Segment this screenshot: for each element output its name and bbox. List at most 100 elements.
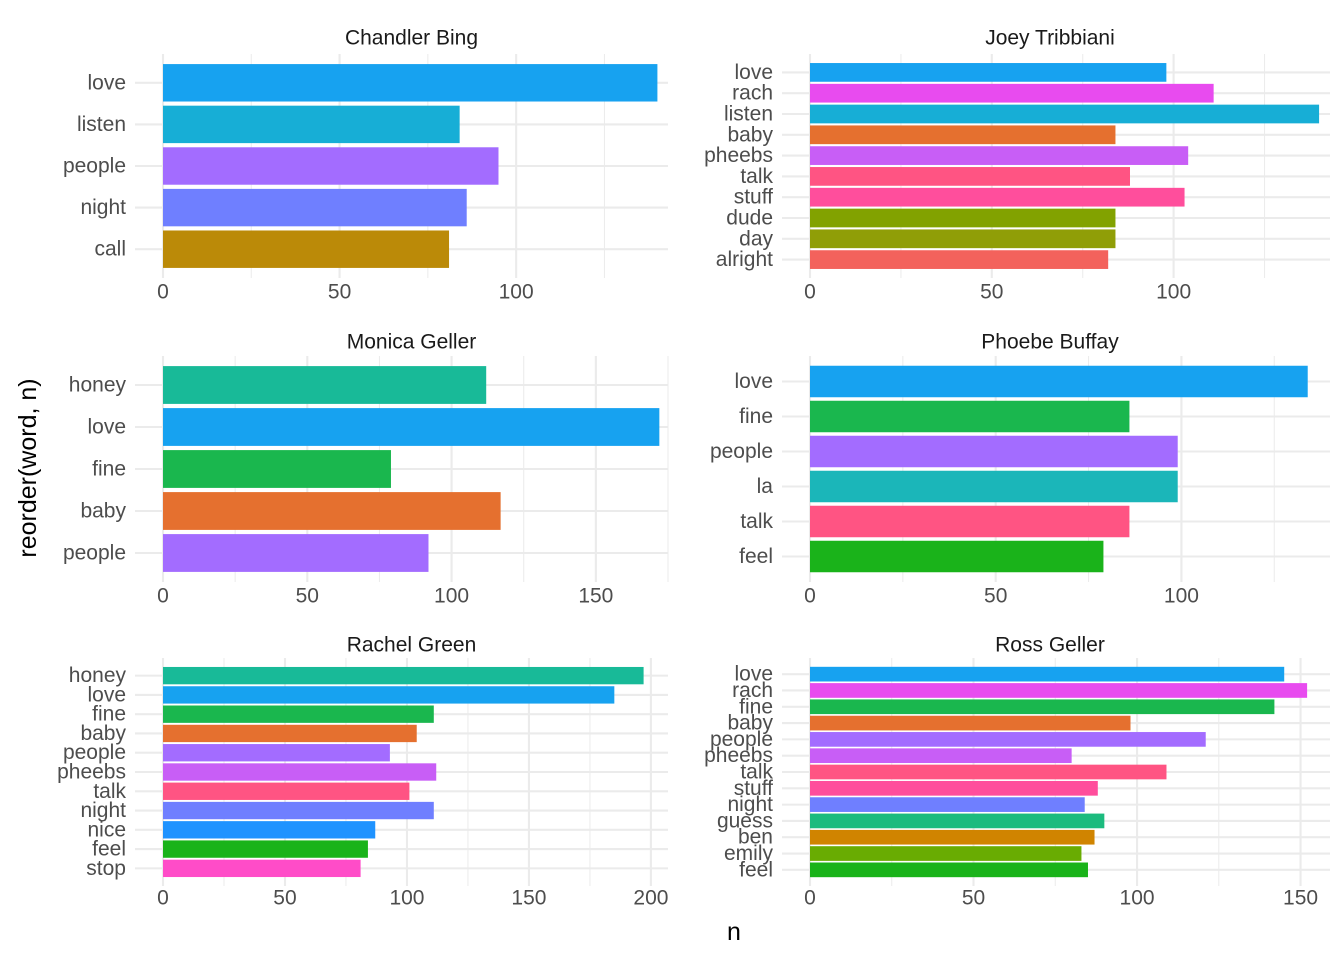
x-tick-label: 100 (1156, 281, 1191, 304)
x-axis-title: n (727, 918, 741, 946)
facet-title-rachel-green: Rachel Green (347, 634, 477, 657)
y-tick-label: baby (727, 123, 773, 146)
y-tick-label: stuff (734, 186, 773, 209)
y-tick-label: listen (77, 113, 126, 136)
y-tick-label: honey (69, 374, 127, 397)
bar-chandler-bing-night (163, 188, 467, 227)
y-tick-label: day (739, 227, 773, 250)
y-tick-label: fine (92, 703, 126, 726)
x-tick-label: 0 (157, 887, 169, 910)
bar-joey-tribbiani-rach (810, 83, 1214, 103)
bar-chandler-bing-listen (163, 105, 460, 144)
bar-monica-geller-fine (163, 450, 391, 488)
x-tick-label: 100 (499, 281, 534, 304)
facet-title-monica-geller: Monica Geller (347, 331, 477, 354)
y-tick-label: talk (740, 165, 773, 188)
bar-joey-tribbiani-stuff (810, 187, 1185, 207)
bar-joey-tribbiani-talk (810, 167, 1130, 186)
bar-rachel-green-baby (163, 724, 417, 743)
bar-rachel-green-pheebs (163, 763, 437, 781)
bar-ross-geller-love (810, 666, 1285, 682)
bar-rachel-green-talk (163, 782, 410, 800)
bar-monica-geller-honey (163, 366, 487, 404)
y-tick-label: baby (80, 722, 126, 745)
y-tick-label: love (734, 663, 773, 686)
x-tick-label: 100 (1164, 585, 1199, 608)
y-tick-label: guess (717, 809, 773, 832)
bar-rachel-green-nice (163, 821, 376, 839)
x-tick-label: 100 (1120, 887, 1155, 910)
bar-ross-geller-baby (810, 715, 1131, 731)
y-tick-label: alright (716, 248, 773, 271)
x-tick-label: 150 (511, 887, 546, 910)
bar-phoebe-buffay-fine (810, 400, 1130, 433)
y-tick-label: talk (740, 761, 773, 784)
bar-chandler-bing-call (163, 230, 450, 268)
bar-rachel-green-people (163, 744, 390, 762)
y-tick-label: fine (739, 405, 773, 428)
x-tick-label: 0 (157, 281, 169, 304)
y-tick-label: baby (727, 712, 773, 735)
y-tick-label: honey (69, 664, 127, 687)
panels-layer: love listen people night call 0 50 100 Chandler … (57, 27, 1330, 910)
facet-title-phoebe-buffay: Phoebe Buffay (981, 331, 1119, 354)
bar-ross-geller-feel (810, 862, 1088, 878)
x-tick-label: 100 (434, 585, 469, 608)
y-tick-label: feel (739, 858, 773, 881)
bar-ross-geller-pheebs (810, 748, 1072, 764)
y-tick-label: stuff (734, 777, 773, 800)
bar-phoebe-buffay-feel (810, 540, 1104, 573)
y-tick-label: love (87, 683, 126, 706)
x-tick-label: 150 (1283, 887, 1318, 910)
bar-monica-geller-people (163, 534, 429, 572)
x-tick-label: 0 (804, 281, 816, 304)
bar-joey-tribbiani-love (810, 63, 1167, 82)
panel-rachel-green: honeylovefinebabypeoplepheebstalknightni… (57, 634, 668, 910)
facet-title-ross-geller: Ross Geller (995, 634, 1105, 657)
y-tick-label: fine (739, 695, 773, 718)
y-tick-label: night (727, 793, 773, 816)
facet-title-joey-tribbiani: Joey Tribbiani (985, 27, 1115, 50)
bar-ross-geller-talk (810, 764, 1167, 780)
bar-rachel-green-honey (163, 666, 644, 685)
y-tick-label: call (94, 238, 126, 261)
bar-ross-geller-emily (810, 846, 1082, 861)
x-tick-label: 50 (962, 887, 985, 910)
panel-ross-geller: loverachfinebabypeoplepheebstalkstuffnig… (704, 634, 1330, 910)
bar-ross-geller-ben (810, 829, 1095, 845)
x-tick-label: 50 (273, 887, 296, 910)
y-axis-title: reorder(word, n) (14, 378, 42, 557)
panel-monica-geller: honey love fine baby people 0 50 100 150 Monica G… (63, 331, 669, 608)
bar-joey-tribbiani-listen (810, 104, 1320, 124)
y-tick-label: people (710, 440, 773, 463)
x-tick-label: 0 (157, 585, 169, 608)
y-tick-label: love (87, 71, 126, 94)
y-tick-label: talk (93, 780, 126, 803)
x-tick-label: 50 (296, 585, 319, 608)
y-tick-label: feel (739, 545, 773, 568)
bar-ross-geller-people (810, 732, 1206, 747)
x-tick-label: 200 (633, 887, 668, 910)
bar-phoebe-buffay-people (810, 435, 1178, 468)
y-tick-label: emily (724, 842, 774, 865)
bar-chandler-bing-love (163, 64, 658, 102)
x-tick-label: 50 (984, 585, 1007, 608)
bar-rachel-green-fine (163, 705, 434, 723)
x-tick-label: 150 (578, 585, 613, 608)
y-tick-label: baby (80, 500, 126, 523)
bar-ross-geller-stuff (810, 780, 1098, 796)
bar-rachel-green-love (163, 686, 615, 704)
bar-monica-geller-baby (163, 492, 501, 530)
y-tick-label: love (87, 416, 126, 439)
bar-monica-geller-love (163, 408, 660, 446)
bar-joey-tribbiani-baby (810, 125, 1116, 145)
panel-joey-tribbiani: loverachlistenbabypheebstalkstuffdudeday… (704, 27, 1330, 304)
y-tick-label: night (80, 799, 126, 822)
y-tick-label: listen (724, 103, 773, 126)
y-tick-label: people (710, 728, 773, 751)
bar-rachel-green-feel (163, 840, 368, 858)
bar-ross-geller-rach (810, 683, 1308, 698)
panel-phoebe-buffay: love fine people la talk feel 0 50 100 Phoebe Buf… (710, 331, 1330, 608)
y-tick-label: feel (92, 838, 126, 861)
bar-ross-geller-night (810, 797, 1085, 812)
